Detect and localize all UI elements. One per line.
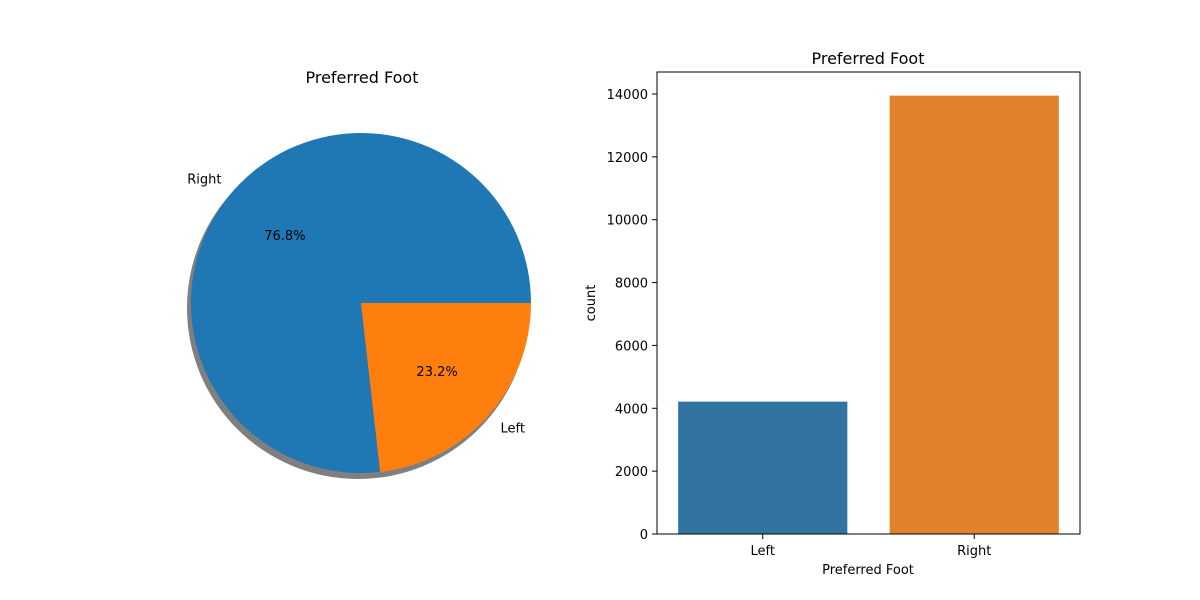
y-tick-label: 10000: [607, 214, 648, 229]
y-tick-label: 0: [640, 528, 648, 543]
bar-title: Preferred Foot: [811, 49, 924, 68]
bar-left: [678, 401, 848, 534]
pie-labels: Right 76.8% Left 23.2%: [187, 172, 525, 436]
x-tick-label-left: Left: [751, 544, 775, 559]
pie-pct-left: 23.2%: [416, 365, 457, 380]
y-tick-label: 2000: [615, 465, 648, 480]
x-axis: Left Right: [751, 534, 991, 559]
pie-slices: [190, 133, 531, 473]
pie-title: Preferred Foot: [305, 68, 418, 87]
y-tick-label: 6000: [615, 339, 648, 354]
y-axis: 0 2000 4000 6000 8000 10000 12000 14000: [607, 88, 657, 543]
y-axis-label: count: [584, 285, 599, 322]
bar-bars: [678, 95, 1059, 535]
y-tick-label: 8000: [615, 277, 648, 292]
plot-frame: [656, 71, 1081, 535]
pie-pct-right: 76.8%: [264, 229, 305, 244]
y-tick-label: 12000: [607, 151, 648, 166]
pie-slice-left: [361, 303, 531, 472]
pie-label-left: Left: [500, 422, 524, 437]
pie-chart: Preferred Foot Right 76.8% Left 23.2%: [187, 68, 531, 479]
x-tick-label-right: Right: [957, 544, 991, 559]
pie-label-right: Right: [187, 172, 221, 187]
x-axis-label: Preferred Foot: [822, 563, 914, 578]
y-tick-label: 4000: [615, 402, 648, 417]
y-tick-label: 14000: [607, 88, 648, 103]
bar-right: [889, 95, 1059, 535]
bar-chart: Preferred Foot 0 2000 4000 6000 8000 10000 120…: [584, 49, 1081, 578]
